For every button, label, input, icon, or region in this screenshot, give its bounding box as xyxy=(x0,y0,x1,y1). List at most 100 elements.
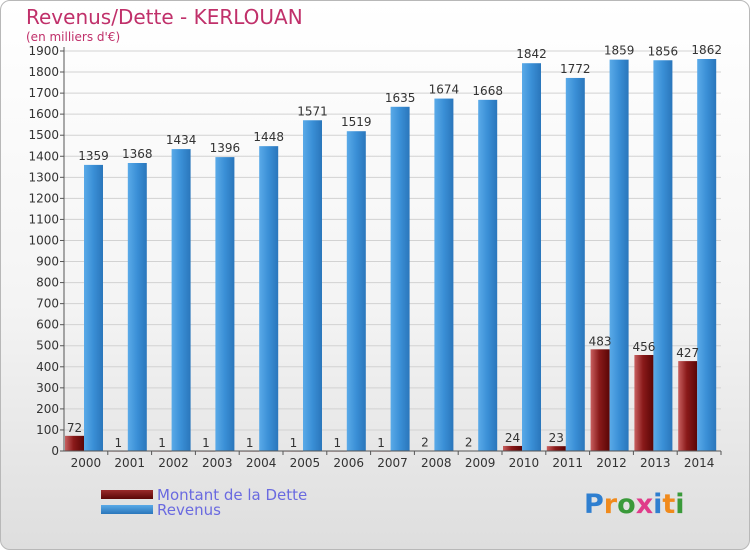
data-label-dette-2000: 72 xyxy=(67,421,82,435)
bar-revenus-2010 xyxy=(522,63,541,452)
logo-letter: o xyxy=(617,489,636,520)
bar-dette-2012 xyxy=(590,349,610,451)
data-label-dette-2014: 427 xyxy=(676,346,699,360)
bar-revenus-2006 xyxy=(346,131,366,452)
bar-revenus-2003 xyxy=(215,157,235,451)
data-label-revenus-2012: 1859 xyxy=(604,44,635,58)
y-tick-label: 1000 xyxy=(28,233,59,247)
bar-dette-2011 xyxy=(546,446,566,451)
bar-revenus-2001 xyxy=(127,163,147,451)
logo-letter: t xyxy=(662,489,676,520)
y-tick-label: 900 xyxy=(36,255,59,269)
x-tick-label: 2002 xyxy=(158,456,189,470)
bar-revenus-2000 xyxy=(84,164,103,452)
x-tick-label: 2011 xyxy=(552,456,583,470)
data-label-dette-2013: 456 xyxy=(632,340,655,354)
x-tick-label: 2013 xyxy=(640,456,671,470)
x-tick-label: 2012 xyxy=(596,456,627,470)
logo-letter: r xyxy=(603,489,618,520)
data-label-revenus-2013: 1856 xyxy=(648,44,679,58)
data-label-revenus-2010: 1842 xyxy=(516,47,547,61)
y-tick-label: 400 xyxy=(36,360,59,374)
data-label-revenus-2006: 1519 xyxy=(341,115,372,129)
data-label-dette-2008: 2 xyxy=(421,436,429,450)
data-labels: 72 1359 1 1368 1 1434 1 1396 1 1448 1 1571 1 1519 1 163… xyxy=(67,43,722,450)
logo-letter: x xyxy=(635,489,654,520)
x-tick-label: 2007 xyxy=(377,456,408,470)
logo-letter: P xyxy=(584,489,604,520)
data-label-dette-2012: 483 xyxy=(589,334,612,348)
bars xyxy=(65,59,717,452)
x-tick-label: 2001 xyxy=(114,456,145,470)
x-tick-label: 2006 xyxy=(333,456,364,470)
y-tick-label: 1100 xyxy=(28,212,59,226)
axes xyxy=(63,47,721,452)
bar-revenus-2012 xyxy=(609,59,629,451)
chart-title: Revenus/Dette - KERLOUAN xyxy=(26,5,303,29)
data-label-revenus-2005: 1571 xyxy=(297,104,328,118)
data-label-dette-2010: 24 xyxy=(505,431,520,445)
bar-revenus-2005 xyxy=(303,120,322,452)
bar-dette-2000 xyxy=(65,435,84,451)
bar-revenus-2002 xyxy=(171,149,191,451)
legend-label-revenus: Revenus xyxy=(157,501,221,519)
bar-revenus-2011 xyxy=(565,77,585,452)
data-label-revenus-2001: 1368 xyxy=(122,147,153,161)
data-label-revenus-2003: 1396 xyxy=(210,141,241,155)
bar-revenus-2014 xyxy=(697,59,717,451)
bar-dette-2014 xyxy=(678,361,698,451)
data-label-dette-2006: 1 xyxy=(333,436,341,450)
x-tick-label: 2005 xyxy=(290,456,321,470)
x-tick-label: 2004 xyxy=(246,456,277,470)
x-tick-label: 2003 xyxy=(202,456,233,470)
y-tick-label: 100 xyxy=(36,423,59,437)
y-tick-label: 1700 xyxy=(28,86,59,100)
x-axis-ticks: 2000 2001 2002 2003 2004 2005 2006 2007 2008 2009… xyxy=(71,451,722,470)
data-label-revenus-2007: 1635 xyxy=(385,91,416,105)
bar-dette-2013 xyxy=(634,355,654,451)
x-tick-label: 2000 xyxy=(71,456,102,470)
bar-revenus-2013 xyxy=(653,60,673,452)
y-tick-label: 1300 xyxy=(28,170,59,184)
bar-revenus-2008 xyxy=(434,98,454,451)
data-label-revenus-2002: 1434 xyxy=(166,133,197,147)
y-tick-label: 1400 xyxy=(28,149,59,163)
bar-revenus-2007 xyxy=(390,106,410,451)
logo-letter: i xyxy=(675,489,685,520)
y-tick-label: 300 xyxy=(36,381,59,395)
data-label-revenus-2014: 1862 xyxy=(691,43,722,57)
bar-revenus-2009 xyxy=(478,99,498,451)
data-label-dette-2007: 1 xyxy=(377,436,385,450)
data-label-dette-2009: 2 xyxy=(465,436,473,450)
y-tick-label: 0 xyxy=(51,444,59,458)
legend-label-dette: Montant de la Dette xyxy=(157,486,308,504)
data-label-dette-2011: 23 xyxy=(549,431,564,445)
data-label-dette-2001: 1 xyxy=(114,436,122,450)
data-label-dette-2003: 1 xyxy=(202,436,210,450)
y-tick-label: 1200 xyxy=(28,191,59,205)
y-tick-label: 700 xyxy=(36,297,59,311)
y-tick-label: 1600 xyxy=(28,107,59,121)
y-tick-label: 500 xyxy=(36,339,59,353)
x-tick-label: 2009 xyxy=(465,456,496,470)
x-tick-label: 2008 xyxy=(421,456,452,470)
chart-subtitle: (en milliers d'€) xyxy=(26,30,121,44)
bar-revenus-2004 xyxy=(259,146,279,451)
data-label-revenus-2000: 1359 xyxy=(78,149,109,163)
proxiti-logo: Proxiti xyxy=(584,489,685,520)
legend-swatch-revenus xyxy=(101,505,153,514)
data-label-revenus-2011: 1772 xyxy=(560,62,591,76)
logo-letter: i xyxy=(653,489,663,520)
data-label-dette-2002: 1 xyxy=(158,436,166,450)
y-tick-label: 800 xyxy=(36,276,59,290)
x-tick-label: 2010 xyxy=(509,456,540,470)
y-tick-label: 600 xyxy=(36,318,59,332)
data-label-revenus-2008: 1674 xyxy=(429,83,460,97)
data-label-revenus-2009: 1668 xyxy=(472,84,503,98)
legend-swatch-dette xyxy=(101,490,153,499)
data-label-dette-2004: 1 xyxy=(246,436,254,450)
data-label-revenus-2004: 1448 xyxy=(253,130,284,144)
y-tick-label: 200 xyxy=(36,402,59,416)
